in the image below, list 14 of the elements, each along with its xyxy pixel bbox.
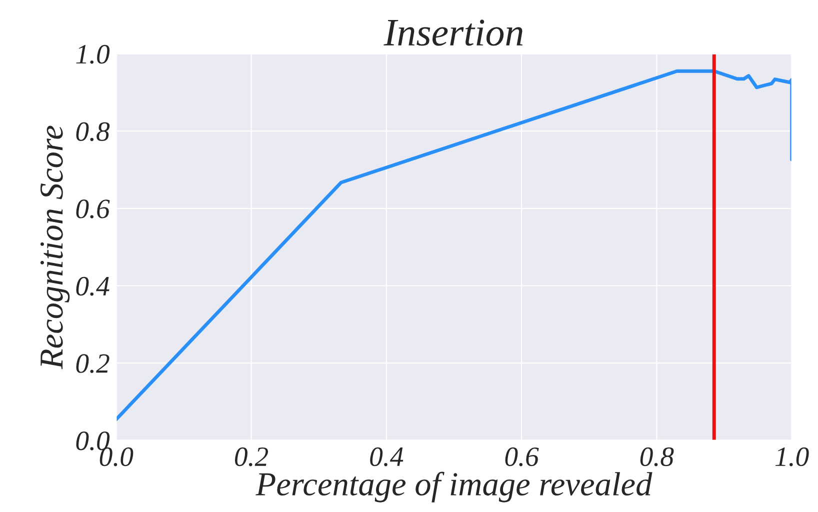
x-tick-label: 0.4 — [370, 447, 404, 466]
y-tick-label: 0.6 — [76, 200, 110, 218]
x-axis-title: Percentage of image revealed — [256, 472, 652, 502]
x-tick-label: 1.0 — [775, 447, 809, 466]
x-tick-label: 0.2 — [235, 447, 268, 466]
chart-title: Insertion — [384, 20, 523, 46]
y-tick-label: 0.8 — [76, 122, 110, 142]
y-tick-label: 1.0 — [76, 44, 110, 64]
y-tick-label: 0.2 — [76, 354, 110, 374]
y-tick-label: 0.4 — [76, 276, 110, 296]
x-tick-label: 0.8 — [640, 447, 674, 466]
y-axis-title: Recognition Score — [40, 126, 70, 370]
x-tick-label: 0.6 — [505, 447, 539, 466]
line-series — [116, 69, 792, 422]
